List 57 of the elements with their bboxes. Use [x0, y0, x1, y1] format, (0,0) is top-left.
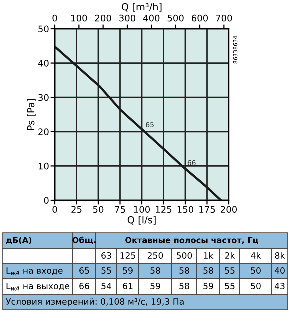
text: Условия измерений: 0,108 м³/с, 19,3 Па: [6, 298, 184, 307]
text: 58: [204, 267, 214, 274]
text: дБ(А): [6, 237, 32, 244]
text: 8k: [275, 252, 286, 259]
text: 2k: [225, 252, 236, 259]
text: 66: [80, 282, 90, 290]
x2-axis-title: Q [m³/h]: [122, 3, 162, 12]
x2-tick-label: 0: [52, 14, 58, 22]
x-tick-label: 175: [200, 206, 216, 214]
text: 1k: [204, 252, 214, 259]
text: 50: [251, 267, 261, 274]
y-axis-title: Ps [Pa]: [27, 99, 36, 130]
x2-tick-label: 200: [95, 14, 112, 22]
text: 58: [180, 282, 190, 290]
y-tick-label: 30: [38, 94, 49, 102]
text: 58: [180, 267, 190, 274]
text: Октавные полосы частот, Гц: [126, 237, 258, 244]
x-tick-label: 50: [93, 206, 104, 214]
text: 4k: [251, 252, 262, 259]
x-tick-label: 200: [221, 206, 238, 214]
y-tick-label: 10: [38, 162, 49, 170]
x-axis-title: Q [l/s]: [128, 216, 156, 225]
text: 65: [80, 267, 90, 274]
text: 59: [204, 282, 214, 290]
x-tick-label: 125: [156, 206, 172, 214]
text: 63: [102, 252, 112, 259]
text: 55: [225, 283, 235, 290]
y-tick-label: 50: [38, 26, 49, 33]
text: 55: [102, 268, 112, 274]
x-tick-label: 75: [115, 206, 126, 214]
text: 50: [251, 282, 261, 290]
x2-tick-label: 500: [168, 14, 184, 22]
x2-tick-label: 700: [216, 14, 232, 22]
x-tick-label: 0: [52, 206, 58, 214]
y-tick-label: 0: [44, 197, 49, 204]
text: 54: [102, 283, 112, 290]
text: 500: [176, 252, 192, 259]
text: 55: [225, 268, 235, 274]
x2-tick-label: 300: [120, 14, 136, 22]
x-tick-label: 100: [134, 206, 150, 214]
x2-tick-label: 400: [143, 14, 160, 22]
text: L$_{wA}$ на выходе: [6, 283, 70, 291]
text: 125: [120, 252, 136, 259]
y-tick-label: 40: [38, 60, 49, 67]
text: 58: [150, 267, 160, 274]
x2-tick-label: 600: [192, 14, 208, 22]
text: L$_{wA}$ на входе: [6, 268, 63, 276]
y-tick-label: 20: [38, 128, 49, 136]
x-tick-label: 150: [178, 206, 194, 214]
text: 43: [274, 282, 285, 290]
x2-tick-label: 100: [72, 14, 88, 22]
text: 40: [274, 267, 285, 274]
text: 59: [150, 282, 160, 290]
text: 59: [123, 267, 133, 274]
x-tick-label: 25: [72, 206, 82, 214]
text: 61: [123, 282, 133, 290]
text: 250: [148, 252, 164, 259]
